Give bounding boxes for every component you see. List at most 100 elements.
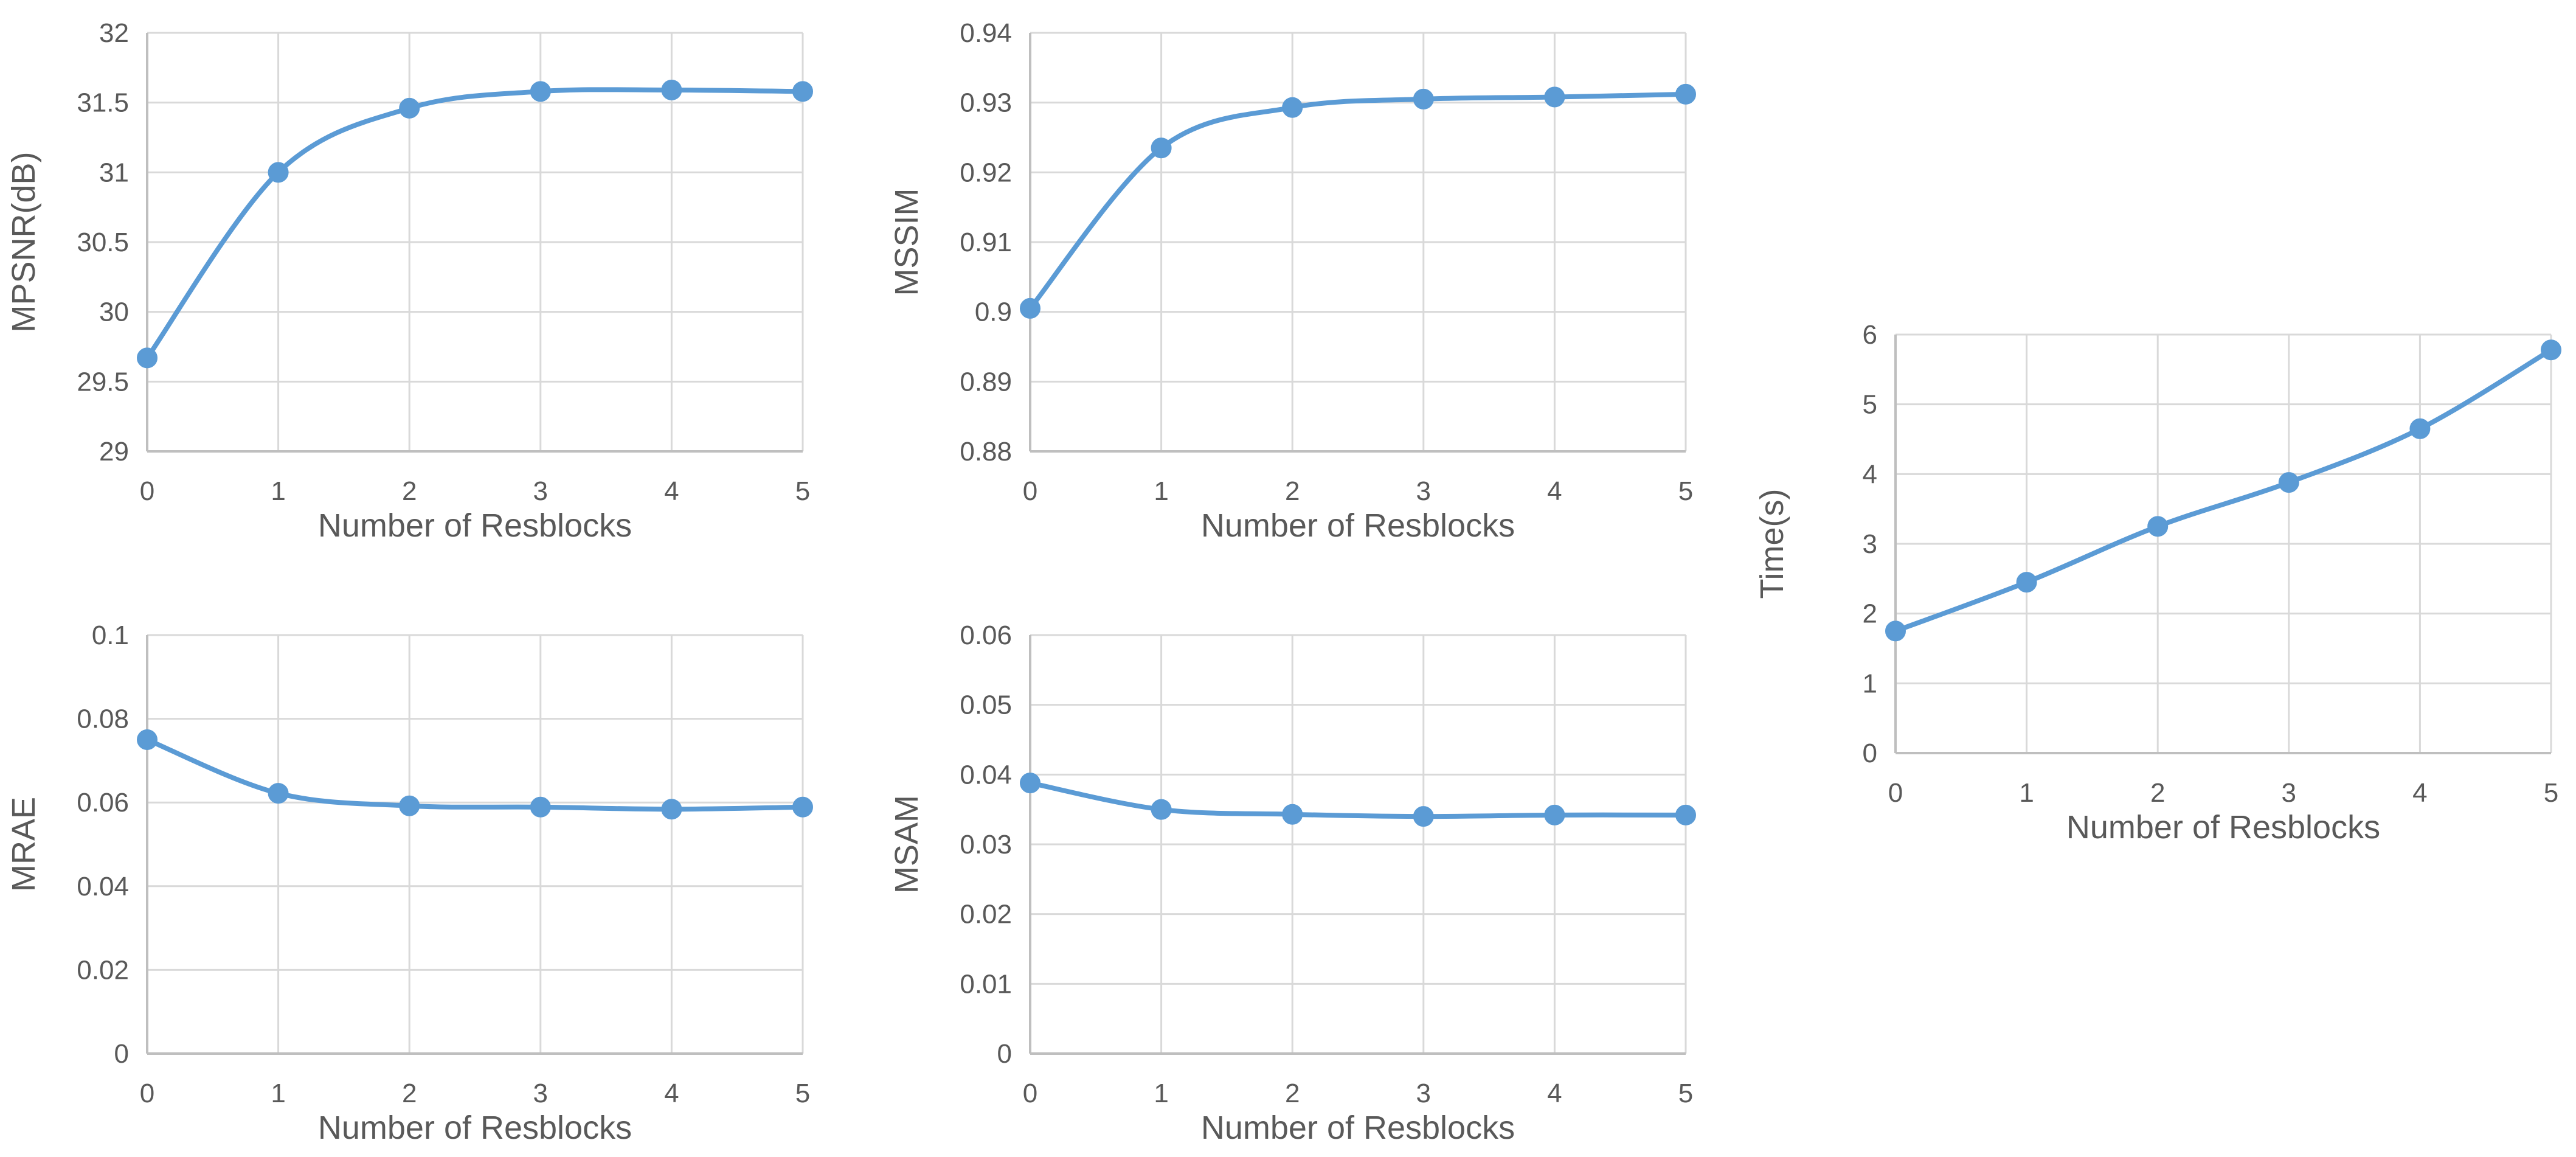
mpsnr-ytick-label: 29	[99, 437, 129, 467]
mrae-ytick-label: 0.02	[77, 955, 129, 985]
time-series-line	[1893, 347, 2553, 634]
mssim-xtick-label: 1	[1154, 476, 1168, 506]
mssim-x-axis-title: Number of Resblocks	[1201, 507, 1515, 544]
time-point-4	[2409, 418, 2431, 439]
mrae-point-3	[530, 796, 551, 818]
time-xtick-label: 5	[2544, 778, 2558, 808]
mssim-xtick-label: 5	[1678, 476, 1693, 506]
mrae-xtick-label: 1	[271, 1079, 285, 1108]
mrae-point-4	[661, 799, 682, 820]
mrae-ytick-label: 0	[114, 1039, 129, 1069]
mpsnr-ytick-label: 30.5	[77, 228, 129, 257]
time-xtick-label: 3	[2282, 778, 2296, 808]
mpsnr-xtick-label: 5	[795, 476, 810, 506]
msam-xtick-label: 0	[1023, 1079, 1037, 1108]
mrae-xtick-label: 2	[402, 1079, 417, 1108]
mssim-xtick-label: 4	[1547, 476, 1562, 506]
time-ytick-label: 4	[1863, 459, 1877, 489]
mssim-point-2	[1282, 97, 1303, 118]
mrae-point-2	[399, 795, 420, 816]
mpsnr-point-1	[268, 162, 289, 183]
time-x-axis-title: Number of Resblocks	[2066, 809, 2380, 846]
mpsnr-point-0	[137, 347, 158, 369]
msam-ytick-label: 0.02	[960, 900, 1012, 929]
mpsnr-series-line	[145, 87, 805, 361]
mssim-ytick-label: 0.9	[975, 297, 1012, 327]
msam-ytick-label: 0	[997, 1039, 1012, 1069]
time-point-2	[2147, 516, 2169, 537]
mpsnr-ytick-label: 29.5	[77, 367, 129, 397]
msam-point-2	[1282, 804, 1303, 825]
mrae-point-1	[268, 783, 289, 804]
time-ytick-label: 3	[1863, 529, 1877, 559]
mrae-ytick-label: 0.06	[77, 788, 129, 818]
mssim-ytick-label: 0.93	[960, 88, 1012, 118]
time-ytick-label: 0	[1863, 738, 1877, 768]
mssim-point-5	[1675, 83, 1696, 105]
mpsnr-xtick-label: 4	[664, 476, 679, 506]
mssim-y-axis-title: MSSIM	[888, 188, 925, 296]
time-ytick-label: 6	[1863, 320, 1877, 350]
time-xtick-label: 1	[2019, 778, 2034, 808]
msam-ytick-label: 0.03	[960, 830, 1012, 860]
mpsnr-ytick-label: 31.5	[77, 88, 129, 118]
msam-ytick-label: 0.04	[960, 760, 1012, 790]
time-y-axis-title: Time(s)	[1754, 489, 1790, 599]
time-point-0	[1885, 620, 1906, 642]
time-ytick-label: 1	[1863, 669, 1877, 698]
mssim-series-line	[1028, 91, 1688, 311]
mssim-point-0	[1020, 297, 1040, 319]
msam-xtick-label: 4	[1547, 1079, 1562, 1108]
time-point-3	[2278, 472, 2299, 493]
time-point-5	[2541, 339, 2561, 361]
mrae-xtick-label: 3	[533, 1079, 548, 1108]
mrae-series-line	[145, 737, 805, 812]
mssim-xtick-label: 2	[1285, 476, 1300, 506]
mrae-y-axis-title: MRAE	[5, 797, 42, 892]
msam-ytick-label: 0.05	[960, 690, 1012, 720]
mpsnr-ytick-label: 32	[99, 18, 129, 48]
mpsnr-ytick-label: 30	[99, 297, 129, 327]
mrae-xtick-label: 4	[664, 1079, 679, 1108]
mssim-ytick-label: 0.89	[960, 367, 1012, 397]
mrae-ytick-label: 0.08	[77, 704, 129, 734]
mpsnr-chart: 29 29.5 30 30.5 31 31.5 32 0 1 2 3 4 5 Number of Resb…	[5, 18, 813, 544]
mrae-chart: 0 0.02 0.04 0.06 0.08 0.1 0 1 2 3 4 5 Number of Resb…	[5, 620, 813, 1146]
mssim-ytick-label: 0.88	[960, 437, 1012, 467]
mssim-ytick-label: 0.92	[960, 158, 1012, 187]
mrae-xtick-label: 5	[795, 1079, 810, 1108]
time-ytick-label: 2	[1863, 599, 1877, 629]
mpsnr-point-3	[530, 81, 551, 102]
time-xtick-label: 0	[1888, 778, 1903, 808]
mssim-xtick-label: 3	[1416, 476, 1431, 506]
time-chart: 0 1 2 3 4 5 6 0 1 2 3 4 5 Number of Resblocks Time(s)	[1754, 320, 2561, 846]
msam-series-line	[1028, 780, 1688, 819]
mpsnr-point-4	[661, 80, 682, 101]
mrae-ytick-label: 0.04	[77, 872, 129, 902]
mrae-x-axis-title: Number of Resblocks	[318, 1110, 632, 1146]
mssim-point-3	[1413, 88, 1434, 109]
mssim-ytick-label: 0.91	[960, 228, 1012, 257]
time-ytick-label: 5	[1863, 390, 1877, 420]
msam-x-axis-title: Number of Resblocks	[1201, 1110, 1515, 1146]
mssim-ytick-label: 0.94	[960, 18, 1012, 48]
mssim-point-1	[1151, 137, 1172, 159]
mpsnr-xtick-label: 3	[533, 476, 548, 506]
msam-point-0	[1020, 773, 1040, 794]
mpsnr-xtick-label: 0	[140, 476, 154, 506]
mpsnr-y-axis-title: MPSNR(dB)	[5, 151, 42, 332]
msam-xtick-label: 5	[1678, 1079, 1693, 1108]
msam-xtick-label: 1	[1154, 1079, 1168, 1108]
mrae-point-5	[792, 796, 813, 818]
mpsnr-xtick-label: 1	[271, 476, 285, 506]
time-xtick-label: 4	[2412, 778, 2427, 808]
msam-xtick-label: 2	[1285, 1079, 1300, 1108]
msam-point-4	[1544, 804, 1565, 825]
msam-xtick-label: 3	[1416, 1079, 1431, 1108]
mpsnr-point-2	[399, 97, 420, 119]
mrae-point-0	[137, 729, 158, 750]
time-xtick-label: 2	[2150, 778, 2165, 808]
mpsnr-x-axis-title: Number of Resblocks	[318, 507, 632, 544]
msam-y-axis-title: MSAM	[888, 795, 925, 894]
